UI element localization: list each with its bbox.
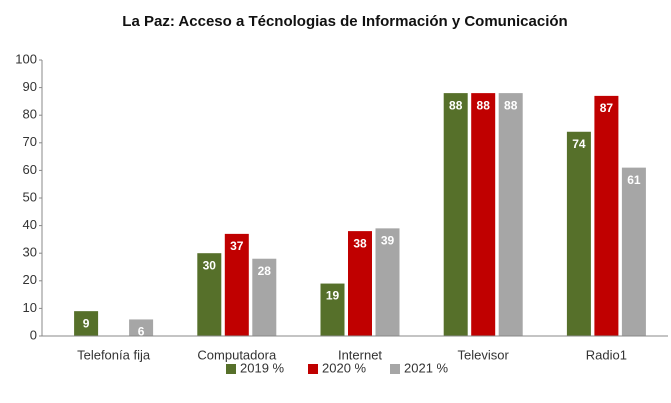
x-tick-label: Internet	[338, 347, 382, 362]
legend-swatch	[308, 364, 318, 374]
bar	[348, 231, 372, 336]
value-label: 88	[449, 98, 463, 112]
value-label: 74	[572, 137, 586, 151]
y-tick-label: 60	[23, 162, 37, 177]
y-tick-label: 0	[30, 327, 37, 342]
value-label: 39	[381, 234, 395, 248]
bar	[197, 253, 222, 336]
legend-label: 2021 %	[404, 360, 449, 375]
value-label: 88	[477, 98, 491, 112]
x-tick-label: Computadora	[197, 347, 277, 362]
y-tick-label: 30	[23, 245, 37, 260]
value-label: 88	[504, 98, 518, 112]
legend-label: 2019 %	[240, 360, 285, 375]
legend-label: 2020 %	[322, 360, 367, 375]
bar	[594, 95, 619, 336]
bar	[621, 167, 646, 336]
bar	[443, 93, 468, 337]
value-label: 28	[258, 264, 272, 278]
value-label: 9	[83, 316, 90, 330]
x-tick-label: Televisor	[458, 347, 510, 362]
value-label: 87	[600, 101, 614, 115]
legend-swatch	[226, 364, 236, 374]
bar	[252, 258, 277, 336]
bar	[498, 93, 523, 337]
y-tick-label: 40	[23, 217, 37, 232]
bar	[74, 311, 99, 336]
value-label: 61	[627, 173, 641, 187]
value-label: 30	[203, 258, 217, 272]
y-tick-label: 50	[23, 189, 37, 204]
bar	[471, 93, 496, 337]
legend-swatch	[390, 364, 400, 374]
chart-title: La Paz: Acceso a Técnologias de Informac…	[122, 13, 567, 30]
y-tick-label: 100	[15, 51, 37, 66]
bar	[320, 283, 345, 336]
bar	[129, 319, 154, 336]
value-label: 38	[353, 236, 367, 250]
value-label: 37	[230, 239, 244, 253]
y-tick-label: 70	[23, 134, 37, 149]
bar	[566, 131, 591, 336]
bar	[375, 228, 400, 336]
x-tick-label: Radio1	[586, 347, 627, 362]
y-tick-label: 90	[23, 79, 37, 94]
y-tick-label: 10	[23, 300, 37, 315]
x-tick-label: Telefonía fija	[77, 347, 151, 362]
y-tick-label: 80	[23, 107, 37, 122]
y-tick-label: 20	[23, 272, 37, 287]
value-label: 19	[326, 289, 340, 303]
value-label: 6	[138, 325, 145, 339]
bar	[224, 233, 249, 336]
